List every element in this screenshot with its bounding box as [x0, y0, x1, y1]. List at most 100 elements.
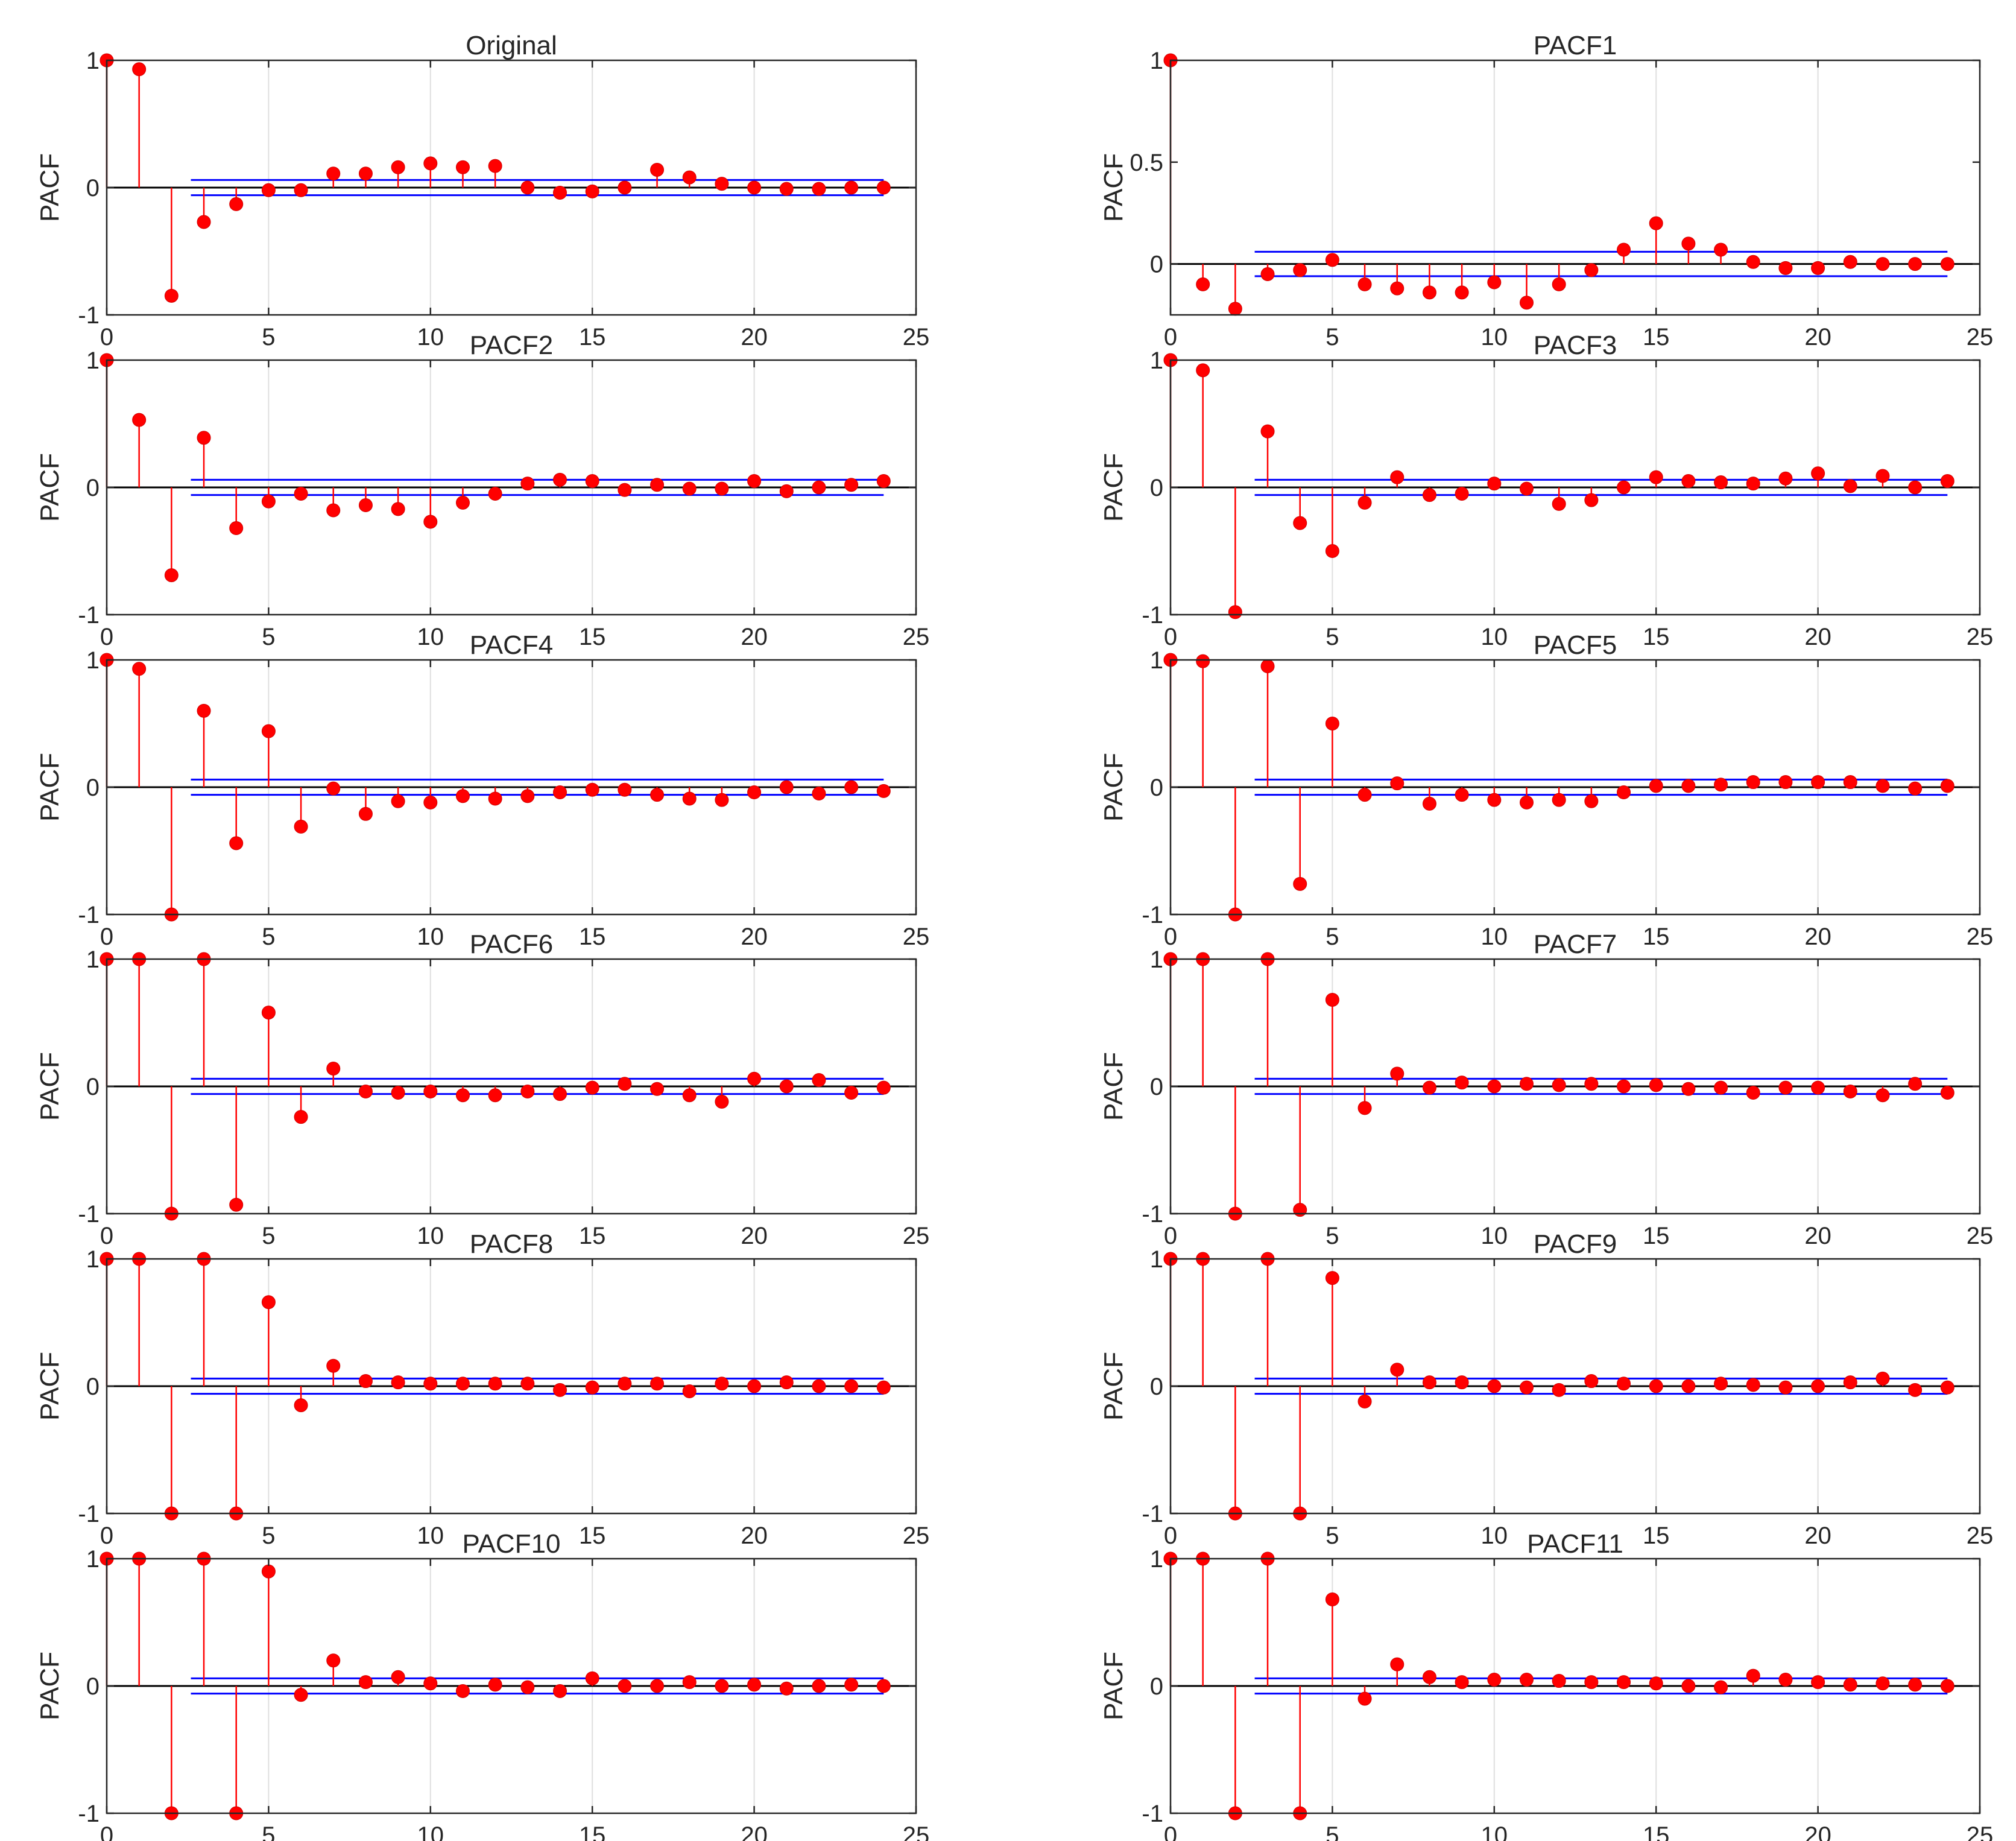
y-tick-label: -1	[1142, 1501, 1163, 1527]
pacf-marker	[585, 184, 599, 198]
x-tick-label: 5	[262, 1523, 275, 1549]
pacf-marker	[715, 793, 729, 807]
x-tick-label: 10	[1481, 1523, 1508, 1549]
pacf-marker	[520, 1084, 535, 1098]
panel-title: PACF11	[1527, 1529, 1623, 1559]
x-tick-label: 25	[903, 1822, 930, 1841]
pacf-marker	[876, 784, 891, 798]
x-tick-label: 0	[1164, 1822, 1177, 1841]
pacf-marker	[650, 1679, 665, 1693]
x-tick-label: 5	[262, 1223, 275, 1249]
pacf-marker	[197, 431, 211, 445]
pacf-marker	[1811, 1379, 1825, 1393]
x-tick-label: 0	[1164, 924, 1177, 950]
pacf-marker	[715, 481, 729, 496]
pacf-marker	[261, 724, 276, 738]
pacf-marker	[650, 788, 665, 802]
pacf-marker	[1196, 277, 1210, 291]
y-tick-label: 1	[1150, 1546, 1163, 1573]
pacf-marker	[1519, 481, 1534, 496]
pacf-marker	[1584, 794, 1599, 808]
pacf-marker	[747, 1379, 762, 1393]
y-tick-label: 1	[86, 1246, 100, 1273]
pacf-marker	[1487, 1079, 1502, 1094]
panel-title: PACF5	[1534, 630, 1617, 660]
pacf-marker	[164, 568, 179, 583]
pacf-marker	[488, 791, 502, 806]
pacf-marker	[747, 785, 762, 799]
y-tick-label: -1	[1142, 1801, 1163, 1827]
pacf-marker	[1778, 1380, 1793, 1395]
pacf-marker	[1843, 1375, 1857, 1390]
y-tick-label: 0	[86, 475, 100, 501]
pacf-marker	[1940, 257, 1954, 271]
pacf-marker	[779, 1079, 794, 1094]
pacf-marker	[261, 494, 276, 509]
pacf-marker	[747, 474, 762, 488]
pacf-marker	[1390, 776, 1405, 791]
y-tick-label: 1	[86, 647, 100, 674]
y-tick-label: 0	[1150, 1374, 1163, 1400]
pacf-marker	[1908, 480, 1923, 495]
pacf-marker	[1746, 255, 1760, 269]
pacf-marker	[585, 474, 599, 488]
y-axis-label: PACF	[35, 153, 65, 222]
pacf-marker	[844, 478, 859, 492]
pacf-marker	[715, 1377, 729, 1391]
x-tick-label: 15	[1643, 1822, 1670, 1841]
pacf-marker	[1519, 1077, 1534, 1091]
pacf-marker	[391, 1375, 405, 1390]
pacf-marker	[1325, 993, 1339, 1007]
pacf-marker	[1357, 1394, 1372, 1408]
pacf-marker	[1617, 785, 1631, 799]
pacf-marker	[812, 1379, 826, 1393]
y-tick-label: 0	[86, 775, 100, 801]
pacf-marker	[1908, 257, 1923, 271]
y-axis-label: PACF	[35, 1352, 65, 1421]
pacf-marker	[358, 1374, 373, 1389]
pacf-marker	[1778, 1672, 1793, 1687]
pacf-marker	[1552, 1674, 1566, 1688]
x-tick-label: 20	[741, 1523, 768, 1549]
pacf-marker	[229, 197, 244, 211]
x-tick-label: 0	[100, 924, 113, 950]
x-tick-label: 5	[262, 924, 275, 950]
pacf-marker	[876, 180, 891, 195]
y-tick-label: 0	[1150, 775, 1163, 801]
y-axis-label: PACF	[1099, 453, 1128, 522]
x-tick-label: 0	[100, 1223, 113, 1249]
pacf-marker	[423, 515, 438, 529]
y-tick-label: 0	[86, 175, 100, 201]
x-tick-label: 20	[741, 1223, 768, 1249]
pacf-marker	[455, 160, 470, 174]
y-tick-label: 0	[1150, 252, 1163, 278]
x-tick-label: 10	[417, 1523, 444, 1549]
pacf-marker	[488, 1088, 502, 1103]
pacf-marker	[326, 166, 341, 181]
y-axis-label: PACF	[35, 1652, 65, 1720]
pacf-marker	[747, 1678, 762, 1692]
pacf-marker	[1487, 793, 1502, 807]
x-tick-label: 15	[579, 1223, 606, 1249]
pacf-marker	[812, 1073, 826, 1087]
pacf-marker	[1681, 1082, 1696, 1096]
panel-title: PACF9	[1534, 1229, 1617, 1259]
pacf-marker	[1875, 257, 1890, 271]
y-tick-label: 1	[1150, 347, 1163, 374]
pacf-marker	[682, 791, 697, 806]
x-tick-label: 0	[1164, 1223, 1177, 1249]
x-tick-label: 5	[1326, 1223, 1339, 1249]
pacf-marker	[423, 795, 438, 810]
pacf-marker	[1649, 1676, 1663, 1691]
pacf-marker	[812, 1679, 826, 1693]
x-tick-label: 10	[1481, 1223, 1508, 1249]
pacf-marker	[1649, 1379, 1663, 1393]
pacf-marker	[1649, 779, 1663, 793]
pacf-marker	[1940, 1380, 1954, 1395]
pacf-marker	[1390, 281, 1405, 296]
x-tick-label: 25	[1967, 1822, 1994, 1841]
pacf-marker	[1617, 242, 1631, 257]
pacf-marker	[1875, 1088, 1890, 1103]
